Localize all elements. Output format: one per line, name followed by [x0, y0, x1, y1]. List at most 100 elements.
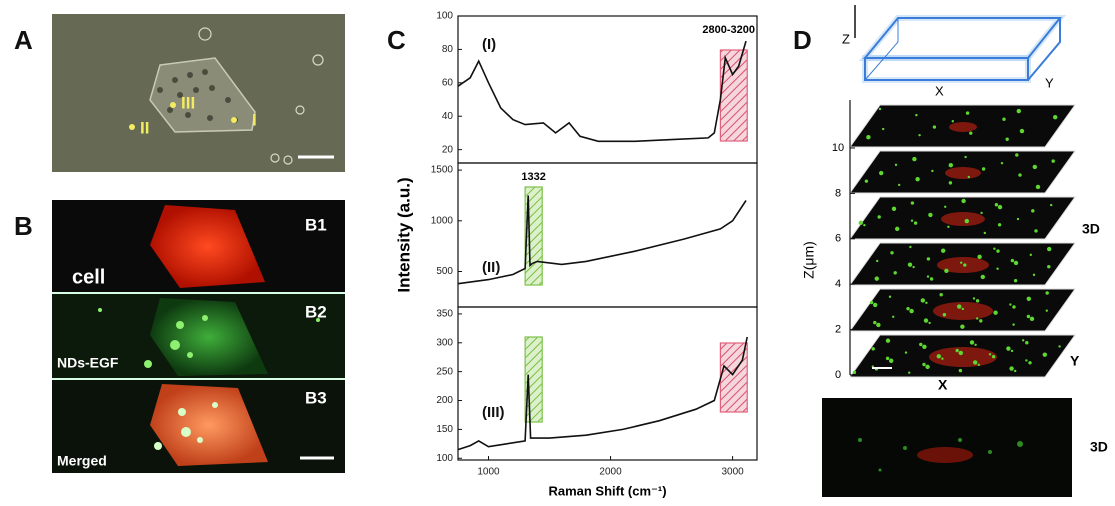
x-tick-label: 1000: [477, 467, 500, 478]
point: [231, 117, 237, 123]
y-axis-label: Intensity (a.u.): [394, 177, 413, 292]
nanodiamond-spot: [1035, 184, 1041, 190]
z-tick-label: 4: [835, 278, 841, 290]
plot-frame: [457, 162, 758, 308]
z-stack: 0 2 4 6 8 10: [832, 100, 1076, 381]
nanodiamond-spot: [951, 120, 954, 123]
y-tick-label: 80: [442, 44, 454, 55]
nanodiamond-spot: [863, 223, 866, 227]
nanodiamond-spot: [972, 297, 976, 300]
spectrum-line: [457, 40, 747, 143]
panel-letter: B: [14, 211, 33, 241]
spectrum-label: (III): [482, 404, 505, 421]
nanodiamond-spot: [969, 131, 973, 135]
axis-label: X: [935, 83, 944, 98]
nanodiamond-spot: [964, 155, 967, 159]
y-tick-label: 500: [436, 266, 453, 277]
nanodiamond-spot: [913, 221, 918, 225]
nanodiamond-spot: [864, 179, 869, 183]
nanodiamond-spot: [885, 338, 891, 343]
nanodiamond-spot: [1010, 349, 1014, 353]
nanodiamond-spot: [926, 275, 930, 278]
nanodiamond-spot: [1012, 323, 1015, 326]
nanodiamond-spot: [1013, 260, 1019, 266]
nanodiamond-spot: [907, 262, 913, 267]
nanodiamond-spot: [1015, 153, 1019, 157]
box-diagram: [858, 15, 1067, 83]
cell-signal: [150, 205, 265, 288]
nanodiamond-spot: [1031, 209, 1035, 213]
nanodiamond-spot: [878, 107, 882, 111]
nanodiamond-spot: [1032, 273, 1036, 277]
nanodiamond-spot: [1050, 203, 1053, 207]
z-tick-label: 10: [832, 142, 844, 154]
nanodiamond-spot: [1025, 341, 1029, 345]
nanodiamond-spot: [871, 347, 875, 351]
nanodiamond-spot: [928, 212, 933, 218]
axis-label: X: [938, 377, 948, 393]
nanodiamond-spot: [892, 315, 895, 318]
nanodiamond-spot: [994, 203, 999, 207]
nanodiamond-spot: [980, 211, 983, 215]
nanodiamond-spot: [895, 226, 900, 232]
nanodiamond-spot: [869, 300, 874, 305]
stack-label: 3D: [1082, 221, 1100, 237]
x-tick-label: 3000: [721, 467, 744, 478]
nanodiamond-spot: [906, 306, 910, 311]
y-tick-label: 20: [442, 144, 454, 155]
x-axis-label: Raman Shift (cm⁻¹): [548, 483, 666, 498]
z-tick-label: 6: [835, 233, 841, 245]
region-label: 2800-3200: [702, 24, 755, 36]
nanodiamond-spot: [1045, 291, 1049, 295]
cell-signal: [949, 122, 977, 132]
nanodiamond-spot: [967, 175, 970, 179]
nanodiamond-spot: [947, 225, 950, 229]
nanodiamond-spot: [993, 310, 998, 315]
point: [170, 102, 176, 108]
y-tick-label: 100: [436, 453, 453, 464]
nanodiamond-spot: [912, 265, 915, 269]
spectrum-label: (I): [482, 36, 496, 53]
nanodiamond-spot: [873, 302, 878, 308]
nanodiamond-spot: [976, 317, 979, 320]
nanodiamond-spot: [957, 304, 962, 309]
nanodiamond-spot: [873, 320, 877, 325]
nanodiamond-spot: [1058, 345, 1061, 348]
nanodiamond-spot: [965, 111, 970, 115]
z-tick-label: 2: [835, 324, 841, 336]
nanodiamond-spot: [891, 206, 897, 212]
nanodiamond-spot: [928, 321, 931, 325]
z-tick-label: 0: [835, 369, 841, 381]
nanodiamond-spot: [939, 293, 943, 297]
region-label: III: [181, 93, 195, 112]
nanodiamond-spot: [1029, 316, 1035, 322]
nanodiamond-spot: [1032, 164, 1038, 170]
caption: cell: [72, 266, 105, 288]
nanodiamond-spot: [922, 344, 927, 350]
nanodiamond-spot: [929, 277, 934, 281]
nanodiamond-spot: [931, 169, 934, 173]
nanodiamond-spots: [98, 308, 320, 368]
debris: [198, 27, 324, 165]
panel-letter: A: [14, 25, 33, 55]
nanodiamond-spot: [1042, 352, 1048, 357]
nanodiamond-spot: [858, 220, 863, 225]
nanodiamond-spot: [879, 170, 884, 176]
nanodiamond-spot: [936, 354, 941, 359]
nanodiamond-spot: [980, 274, 985, 280]
nanodiamond-spot: [866, 135, 871, 140]
cell-signal: [150, 298, 268, 376]
nanodiamond-spots: [154, 402, 218, 450]
nanodiamond-spot: [898, 183, 901, 187]
nanodiamond-spot: [997, 223, 1002, 227]
spectrum-label: (II): [482, 259, 500, 276]
nanodiamond-spot: [997, 204, 1003, 210]
nanodiamond-spot: [1034, 229, 1038, 233]
cell-signal: [933, 302, 993, 320]
nanodiamond-spot: [983, 231, 986, 235]
nanodiamond-spot: [876, 322, 881, 328]
nanodiamond-spot: [961, 198, 966, 204]
caption: Merged: [57, 453, 107, 469]
nanodiamond-spot: [1000, 161, 1004, 165]
y-tick-label: 350: [436, 309, 453, 320]
